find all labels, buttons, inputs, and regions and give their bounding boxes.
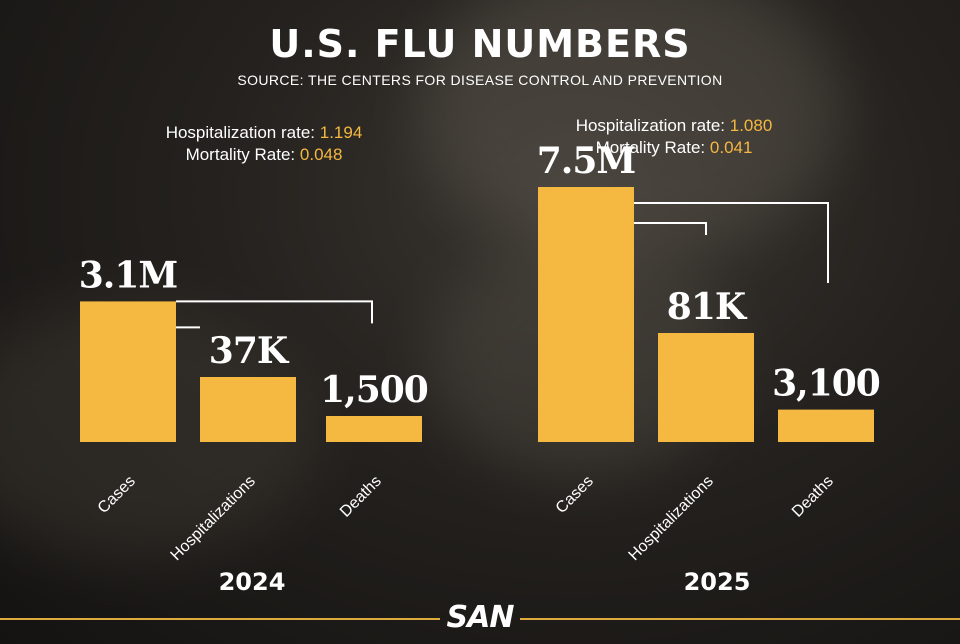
hospitalization-rate-2025: Hospitalization rate: 1.080 [494, 115, 854, 137]
hospitalization-rate-label: Hospitalization rate: [575, 116, 726, 135]
mortality-rate-label: Mortality Rate: [185, 145, 296, 164]
category-label: Hospitalizations [626, 473, 717, 564]
year-label-2025: 2025 [683, 568, 751, 596]
footer-rule-left [0, 618, 440, 620]
bar-value-label: 81K [667, 286, 748, 328]
bar-value-label: 3,100 [772, 363, 880, 405]
bar-value-label: 3.1M [79, 254, 178, 296]
hospitalization-rate-value: 1.080 [729, 116, 773, 135]
rates-2025: Hospitalization rate: 1.080 Mortality Ra… [494, 115, 854, 159]
bar-value-label: 1,500 [320, 369, 428, 411]
category-label: Hospitalizations [168, 473, 259, 564]
category-label: Deaths [337, 473, 385, 521]
san-logo: SAN [446, 600, 515, 635]
hospitalization-rate-value: 1.194 [319, 123, 363, 142]
mortality-rate-2025: Mortality Rate: 0.041 [494, 137, 854, 159]
bar-2024-deaths [326, 416, 422, 442]
bar-2025-cases [538, 187, 634, 442]
category-label: Deaths [789, 473, 837, 521]
connector-deaths [634, 202, 829, 283]
category-label: Cases [553, 473, 597, 517]
bar-2024-cases [80, 301, 176, 442]
connector-hospitalizations [634, 222, 707, 235]
rates-2024: Hospitalization rate: 1.194 Mortality Ra… [84, 122, 444, 166]
bar-2025-deaths [778, 409, 874, 442]
hospitalization-rate-label: Hospitalization rate: [165, 123, 316, 142]
bar-2024-hospitalizations [200, 377, 296, 442]
bar-value-label: 7.5M [537, 140, 636, 182]
mortality-rate-value: 0.048 [299, 145, 343, 164]
mortality-rate-value: 0.041 [709, 138, 753, 157]
year-label-2024: 2024 [218, 568, 286, 596]
mortality-rate-label: Mortality Rate: [595, 138, 706, 157]
footer-rule-right [520, 618, 960, 620]
chart-subtitle: SOURCE: THE CENTERS FOR DISEASE CONTROL … [237, 72, 723, 88]
bar-2025-hospitalizations [658, 333, 754, 442]
bar-value-label: 37K [209, 330, 290, 372]
hospitalization-rate-2024: Hospitalization rate: 1.194 [84, 122, 444, 144]
connector-deaths [176, 300, 373, 324]
chart-title: U.S. FLU NUMBERS [269, 22, 691, 66]
mortality-rate-2024: Mortality Rate: 0.048 [84, 144, 444, 166]
category-label: Cases [95, 473, 139, 517]
